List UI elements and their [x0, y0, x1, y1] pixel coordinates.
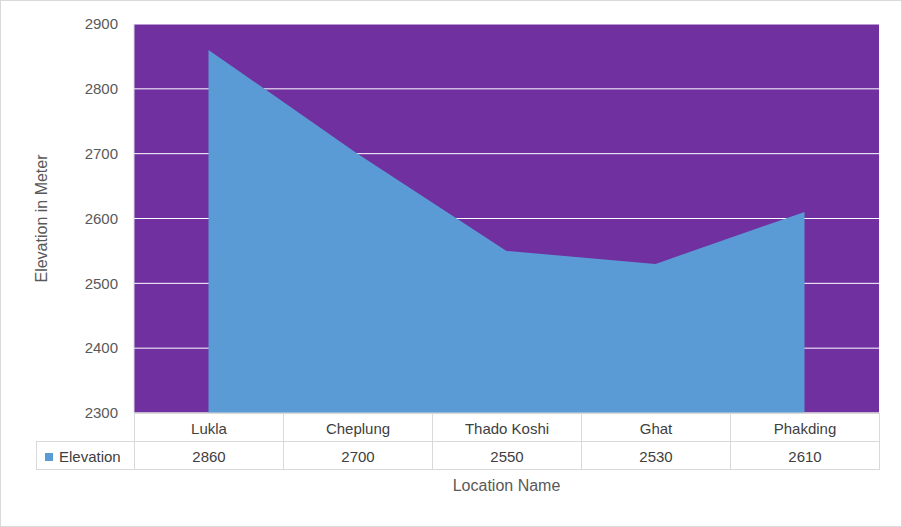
- html-text:Thado Koshi: Thado Koshi: [464, 420, 550, 437]
- svg-text:2500: 2500: [85, 275, 118, 292]
- html-text:Lukla: Lukla: [191, 420, 227, 437]
- svg-text:2300: 2300: [85, 404, 118, 421]
- html-text:2550: 2550: [490, 448, 524, 465]
- svg-text:2700: 2700: [85, 145, 118, 162]
- html-text:2610: 2610: [788, 448, 822, 465]
- html-text:Phakding: Phakding: [773, 420, 837, 437]
- svg-text:2600: 2600: [85, 210, 118, 227]
- svg-text:2800: 2800: [85, 80, 118, 97]
- svg-text:2400: 2400: [85, 339, 118, 356]
- svg-text:2900: 2900: [85, 15, 118, 32]
- svg-text:Elevation in Meter: Elevation in Meter: [33, 154, 50, 283]
- html-text:2530: 2530: [639, 448, 673, 465]
- html-text:Cheplung: Cheplung: [325, 420, 391, 437]
- html-text:Location Name: Location Name: [452, 477, 561, 494]
- html-text:2700: 2700: [341, 448, 375, 465]
- html-text:Elevation: Elevation: [59, 448, 121, 465]
- html-text:Ghat: Ghat: [639, 420, 673, 437]
- html-text:2860: 2860: [192, 448, 226, 465]
